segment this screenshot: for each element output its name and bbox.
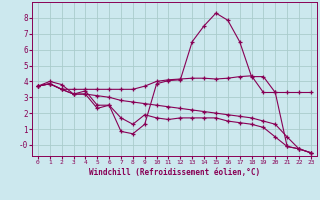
X-axis label: Windchill (Refroidissement éolien,°C): Windchill (Refroidissement éolien,°C): [89, 168, 260, 177]
